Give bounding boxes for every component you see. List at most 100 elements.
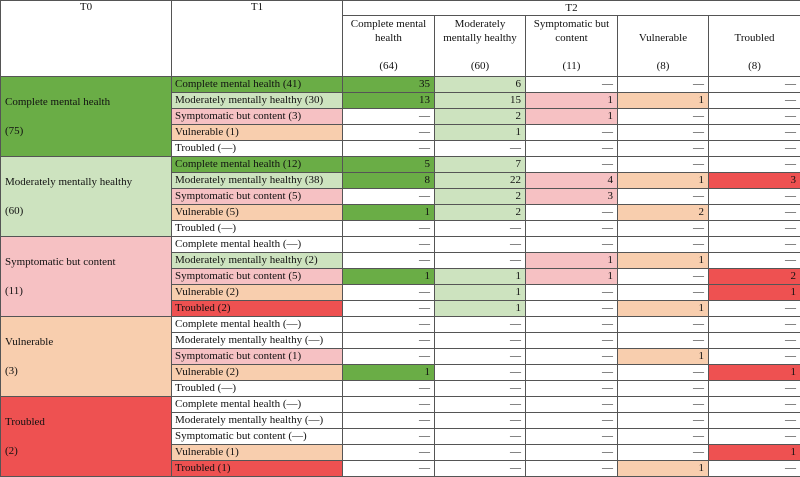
t2-count-cell: — [526,381,618,397]
t2-count-cell: — [343,445,435,461]
t2-count-cell: — [618,125,709,141]
t2-count-cell: — [526,349,618,365]
t1-state-cell: Moderately mentally healthy (—) [172,333,343,349]
t2-count-cell: 1 [526,93,618,109]
t2-count-cell: 1 [435,125,526,141]
t2-count-cell: 1 [343,365,435,381]
t2-count-cell: — [435,317,526,333]
t0-group-cell: Moderately mentally healthy(60) [1,157,172,237]
table-header: T0 T1 T2 Complete mental health (64) Mod… [1,1,800,77]
t2-count-cell: — [618,221,709,237]
t2-count-cell: — [435,381,526,397]
t0-group-label: Vulnerable [5,335,168,350]
t2-count-cell: 1 [618,173,709,189]
t1-state-cell: Vulnerable (2) [172,285,343,301]
t2-count-cell: — [709,429,800,445]
t2-count-cell: 1 [709,445,800,461]
t1-state-cell: Complete mental health (12) [172,157,343,173]
t2-col-label: Symptomatic but content [534,18,609,44]
t1-header: T1 [172,1,343,77]
t2-count-cell: — [709,109,800,125]
t2-count-cell: — [343,333,435,349]
t2-count-cell: — [343,141,435,157]
t1-state-cell: Vulnerable (1) [172,125,343,141]
t2-count-cell: — [343,253,435,269]
t2-count-cell: — [709,93,800,109]
t2-count-cell: 1 [618,349,709,365]
t2-count-cell: 8 [343,173,435,189]
t2-count-cell: — [618,413,709,429]
t2-count-cell: — [526,221,618,237]
t2-col-count: (11) [529,59,614,73]
t1-state-cell: Complete mental health (—) [172,237,343,253]
t1-state-cell: Vulnerable (1) [172,445,343,461]
t1-state-cell: Troubled (—) [172,141,343,157]
t2-count-cell: — [435,141,526,157]
t2-col-count: (64) [346,59,431,73]
t2-count-cell: — [343,109,435,125]
t2-count-cell: — [618,189,709,205]
t2-count-cell: — [435,253,526,269]
t2-count-cell: — [709,205,800,221]
t2-count-cell: — [343,221,435,237]
t1-state-cell: Moderately mentally healthy (—) [172,413,343,429]
t2-count-cell: — [709,125,800,141]
t2-count-cell: — [526,237,618,253]
t2-col-troubled-header: Troubled (8) [709,16,800,77]
t2-count-cell: — [435,429,526,445]
t2-count-cell: — [709,333,800,349]
t1-state-cell: Symptomatic but content (1) [172,349,343,365]
t2-count-cell: 1 [526,253,618,269]
t2-count-cell: 3 [709,173,800,189]
t2-count-cell: — [709,77,800,93]
t2-count-cell: — [343,413,435,429]
t2-count-cell: 1 [526,109,618,125]
t2-count-cell: — [618,445,709,461]
t2-count-cell: — [435,221,526,237]
t2-count-cell: 1 [618,253,709,269]
t2-col-count: (8) [712,59,797,73]
t2-count-cell: — [618,269,709,285]
header-row-top: T0 T1 T2 [1,1,800,16]
t2-count-cell: — [618,237,709,253]
t2-count-cell: — [435,461,526,477]
t2-count-cell: — [618,365,709,381]
t2-header: T2 [343,1,800,16]
t2-count-cell: 4 [526,173,618,189]
table-row: Troubled(2)Complete mental health (—)———… [1,397,800,413]
t2-count-cell: — [435,445,526,461]
t2-count-cell: 1 [709,285,800,301]
t2-count-cell: — [709,253,800,269]
t2-count-cell: 1 [526,269,618,285]
t2-count-cell: — [618,157,709,173]
t2-count-cell: 2 [709,269,800,285]
t2-count-cell: — [343,381,435,397]
t2-col-label: Troubled [735,32,775,44]
t2-count-cell: 2 [435,109,526,125]
t2-count-cell: — [526,413,618,429]
t2-count-cell: 2 [618,205,709,221]
t2-count-cell: 1 [343,269,435,285]
t2-count-cell: — [618,317,709,333]
table-row: Symptomatic but content(11)Complete ment… [1,237,800,253]
t2-count-cell: 1 [618,461,709,477]
t2-count-cell: — [343,189,435,205]
t0-group-count: (60) [5,204,168,219]
t2-count-cell: — [618,109,709,125]
t0-group-count: (75) [5,124,168,139]
t2-count-cell: 5 [343,157,435,173]
t0-group-count: (3) [5,364,168,379]
t2-count-cell: 1 [435,301,526,317]
t2-count-cell: — [709,317,800,333]
t2-count-cell: — [343,237,435,253]
t2-count-cell: 1 [709,365,800,381]
t0-header: T0 [1,1,172,77]
t2-count-cell: 1 [435,269,526,285]
t0-group-count: (11) [5,284,168,299]
t2-col-label: Complete mental health [351,18,426,44]
t1-state-cell: Symptomatic but content (—) [172,429,343,445]
t2-count-cell: — [526,365,618,381]
t2-count-cell: 13 [343,93,435,109]
t2-count-cell: — [343,285,435,301]
